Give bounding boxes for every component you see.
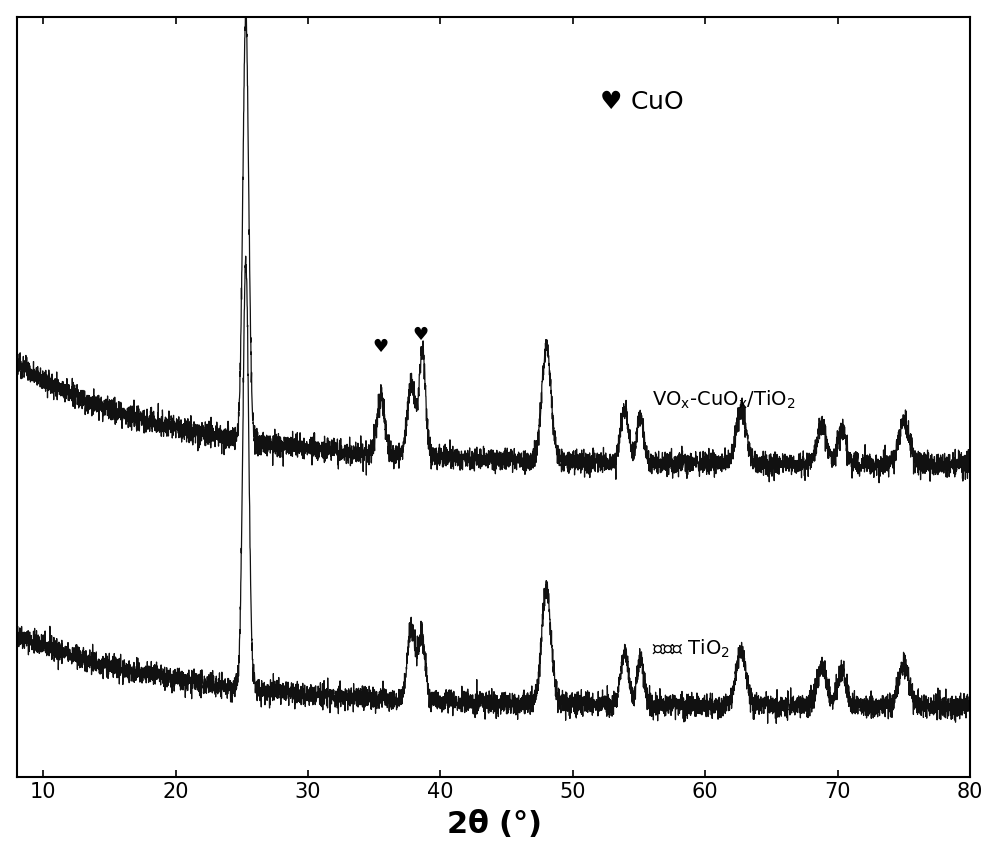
Text: $\mathrm{VO_x}$-$\mathrm{CuO_x}$/$\mathrm{TiO_2}$: $\mathrm{VO_x}$-$\mathrm{CuO_x}$/$\mathr… [652,389,796,412]
Text: ♥: ♥ [413,326,429,344]
Text: ♥: ♥ [373,338,389,356]
Text: 锐馒矿 $\mathrm{TiO_2}$: 锐馒矿 $\mathrm{TiO_2}$ [652,638,730,660]
X-axis label: $\mathbf{2\theta}$ $\mathbf{(°)}$: $\mathbf{2\theta}$ $\mathbf{(°)}$ [446,807,541,840]
Text: ♥ $\mathrm{CuO}$: ♥ $\mathrm{CuO}$ [599,90,684,114]
